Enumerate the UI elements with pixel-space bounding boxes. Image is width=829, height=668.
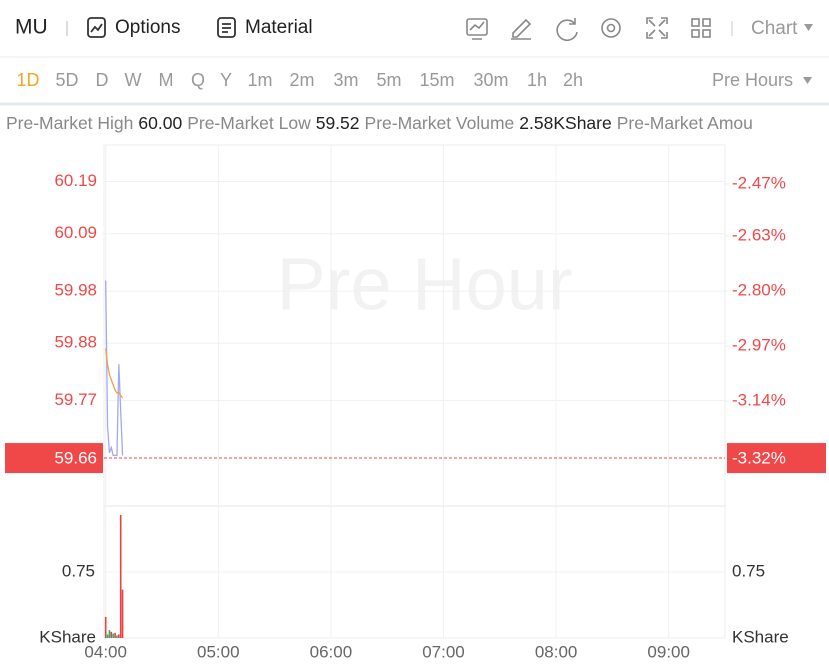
volume-tick-label: 0.75 bbox=[732, 562, 765, 581]
period-option[interactable]: 2m bbox=[289, 70, 314, 90]
period-option[interactable]: 30m bbox=[473, 70, 508, 90]
period-bar: 1D 5D D W M Q Y 1m 2m 3m 5m 15m 30m 1h 2h bbox=[16, 70, 583, 90]
period-option[interactable]: 15m bbox=[419, 70, 454, 90]
reset-icon[interactable] bbox=[556, 18, 578, 41]
stat-value: 59.52 bbox=[316, 113, 360, 133]
layout-icon[interactable] bbox=[691, 18, 711, 38]
last-price-label: 59.66 bbox=[54, 449, 97, 468]
period-option[interactable]: 5m bbox=[376, 70, 401, 90]
stat-value: 60.00 bbox=[138, 113, 182, 133]
y2-tick-label: -2.63% bbox=[732, 225, 786, 244]
period-option[interactable]: W bbox=[125, 70, 142, 90]
last-price-box bbox=[5, 443, 103, 474]
x-tick-label: 09:00 bbox=[647, 642, 690, 661]
period-option[interactable]: Y bbox=[220, 70, 232, 90]
y2-tick-label: -3.14% bbox=[732, 391, 786, 410]
indicator-icon[interactable] bbox=[466, 18, 488, 40]
stat-label: Pre-Market Low bbox=[187, 113, 311, 133]
options-icon[interactable] bbox=[87, 17, 106, 38]
symbol[interactable]: MU bbox=[15, 16, 48, 39]
period-option[interactable]: Q bbox=[191, 70, 205, 90]
period-option[interactable]: M bbox=[159, 70, 174, 90]
period-option[interactable]: 1h bbox=[527, 70, 547, 90]
chart: Pre Hour 04:00 05:00 06:00 07:00 08:00 09:00 60… bbox=[5, 144, 826, 661]
y2-tick-label: -2.80% bbox=[732, 280, 786, 299]
volume-unit: KShare bbox=[39, 627, 96, 646]
plot-frame bbox=[103, 144, 726, 639]
material-icon[interactable] bbox=[217, 17, 236, 38]
x-tick-label: 06:00 bbox=[310, 642, 353, 661]
period-option[interactable]: 5D bbox=[55, 70, 78, 90]
last-change-box bbox=[727, 443, 826, 474]
period-option[interactable]: D bbox=[96, 70, 109, 90]
y2-tick-label: -2.97% bbox=[732, 336, 786, 355]
watermark: Pre Hour bbox=[276, 243, 572, 326]
stat-value: 2.58KShare bbox=[519, 113, 611, 133]
volume-tick-label: 0.75 bbox=[62, 562, 95, 581]
volume-bar bbox=[118, 634, 120, 638]
stat-label: Pre-Market Amou bbox=[617, 113, 753, 133]
volume-bar bbox=[114, 632, 116, 638]
series-line bbox=[105, 280, 124, 457]
volume-bar bbox=[119, 514, 122, 638]
settings-icon[interactable] bbox=[601, 18, 621, 38]
volume-bar bbox=[112, 633, 114, 638]
volume-bar bbox=[104, 616, 107, 638]
volume-bar bbox=[116, 635, 118, 638]
volume-bar bbox=[108, 630, 111, 638]
y2-tick-label: -2.47% bbox=[732, 173, 786, 192]
volume-bar bbox=[106, 634, 109, 638]
volume-unit: KShare bbox=[732, 627, 789, 646]
period-option[interactable]: 3m bbox=[333, 70, 358, 90]
dropdown-arrow[interactable] bbox=[803, 77, 812, 84]
y-tick-label: 59.98 bbox=[54, 281, 97, 300]
stat-label: Pre-Market Volume bbox=[365, 113, 515, 133]
volume-bar bbox=[121, 589, 124, 638]
y-tick-label: 60.19 bbox=[54, 171, 97, 190]
chart-type-button[interactable]: Chart bbox=[751, 18, 798, 39]
x-tick-label: 04:00 bbox=[84, 642, 127, 661]
dropdown-arrow[interactable] bbox=[804, 24, 813, 31]
period-option[interactable]: 1D bbox=[16, 70, 39, 90]
volume-bar bbox=[110, 631, 113, 638]
last-change-label: -3.32% bbox=[732, 449, 786, 468]
period-option[interactable]: 1m bbox=[247, 70, 272, 90]
stat-label: Pre-Market High bbox=[6, 113, 133, 133]
y-tick-label: 59.77 bbox=[54, 390, 97, 409]
material-button[interactable]: Material bbox=[245, 17, 313, 38]
stats-row: Pre-Market High 60.00 Pre-Market Low 59.52 P… bbox=[6, 113, 753, 133]
series-line bbox=[105, 348, 124, 399]
y-tick-label: 60.09 bbox=[54, 223, 97, 242]
x-tick-label: 08:00 bbox=[535, 642, 578, 661]
x-tick-label: 05:00 bbox=[197, 642, 240, 661]
session-selector[interactable]: Pre Hours bbox=[712, 70, 793, 90]
x-tick-label: 07:00 bbox=[422, 642, 465, 661]
y-tick-label: 59.88 bbox=[54, 333, 97, 352]
options-button[interactable]: Options bbox=[115, 17, 180, 38]
fullscreen-icon[interactable] bbox=[646, 17, 668, 39]
draw-icon[interactable] bbox=[511, 18, 532, 40]
period-option[interactable]: 2h bbox=[563, 70, 583, 90]
